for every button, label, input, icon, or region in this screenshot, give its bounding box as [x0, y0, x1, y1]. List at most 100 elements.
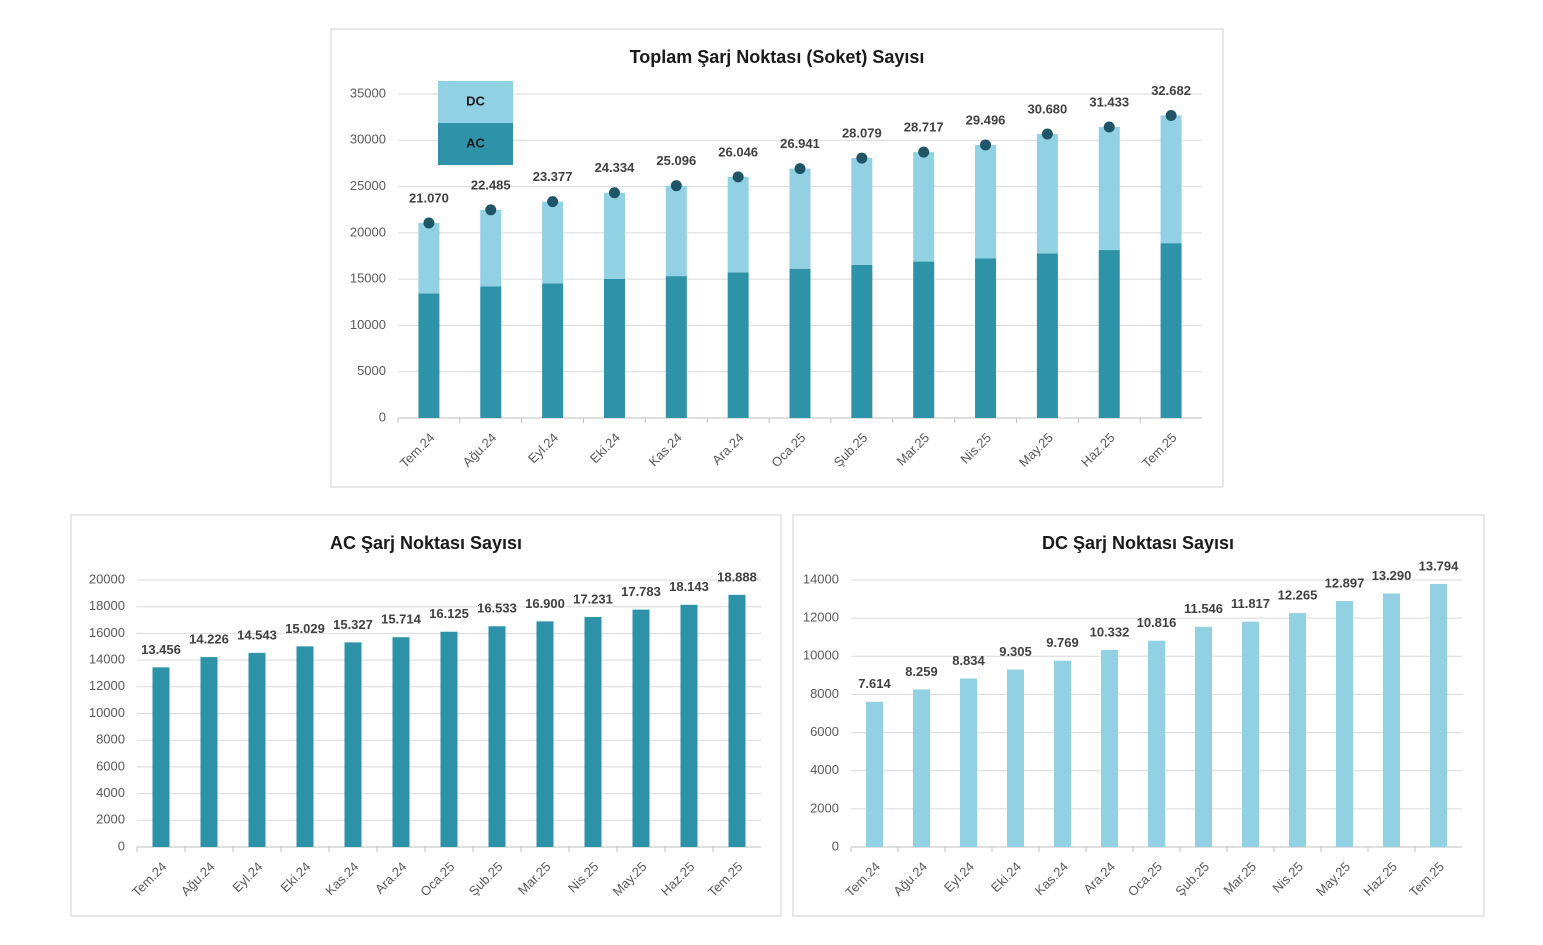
y-tick-label: 16000 [89, 625, 125, 640]
bar-segment [727, 272, 749, 418]
y-tick-label: 30000 [350, 132, 386, 147]
bar-segment [851, 158, 873, 265]
bar-segment [418, 293, 440, 418]
bar [1007, 669, 1024, 847]
data-label: 13.456 [141, 642, 181, 657]
data-label: 23.377 [533, 169, 573, 184]
data-label: 12.265 [1278, 588, 1318, 603]
data-label: 25.096 [656, 153, 696, 168]
y-tick-label: 25000 [350, 178, 386, 193]
bar-segment [1098, 127, 1120, 251]
bar [632, 609, 650, 847]
bar-segment [1036, 253, 1058, 418]
data-label: 16.900 [525, 596, 565, 611]
legend-swatch [438, 123, 513, 165]
bar [536, 621, 554, 847]
bar [1195, 626, 1212, 847]
data-label: 28.079 [842, 126, 882, 141]
data-label: 13.290 [1372, 568, 1412, 583]
bar-segment [665, 185, 687, 277]
y-tick-label: 14000 [803, 571, 839, 586]
bar [866, 701, 883, 847]
y-tick-label: 4000 [810, 762, 839, 777]
chart-frame [70, 514, 782, 917]
bar-segment [913, 152, 935, 262]
bar [913, 689, 930, 847]
total-marker [608, 187, 620, 199]
data-label: 12.897 [1325, 575, 1365, 590]
data-label: 26.941 [780, 136, 820, 151]
bar-segment [480, 286, 502, 418]
bar-segment [542, 201, 564, 284]
bar [152, 667, 170, 847]
y-tick-label: 0 [379, 409, 386, 424]
chart-title: DC Şarj Noktası Sayısı [1042, 533, 1234, 553]
data-label: 9.769 [1046, 635, 1079, 650]
bar [1430, 583, 1447, 847]
y-tick-label: 8000 [810, 686, 839, 701]
y-tick-label: 5000 [357, 363, 386, 378]
bar [1148, 640, 1165, 847]
data-label: 16.125 [429, 606, 469, 621]
data-label: 13.794 [1419, 558, 1460, 573]
y-tick-label: 14000 [89, 652, 125, 667]
bar [1383, 593, 1400, 847]
y-tick-label: 0 [832, 838, 839, 853]
y-tick-label: 4000 [96, 785, 125, 800]
data-label: 22.485 [471, 177, 511, 192]
legend-label: DC [466, 93, 485, 108]
total-marker [856, 152, 868, 164]
data-label: 14.226 [189, 632, 229, 647]
bar [296, 646, 314, 847]
bar [1101, 649, 1118, 847]
bar-segment [1160, 243, 1182, 418]
bar-segment [789, 268, 811, 418]
data-label: 32.682 [1151, 83, 1191, 98]
chart-frame [792, 514, 1485, 917]
bar [1054, 660, 1071, 847]
y-tick-label: 6000 [810, 724, 839, 739]
bar [1336, 601, 1353, 847]
y-tick-label: 15000 [350, 271, 386, 286]
bar [680, 604, 698, 847]
bar [1242, 621, 1259, 847]
data-label: 15.714 [381, 612, 422, 627]
y-tick-label: 18000 [89, 598, 125, 613]
bar [488, 626, 506, 847]
data-label: 15.029 [285, 621, 325, 636]
total-marker [918, 146, 930, 158]
bar [440, 631, 458, 847]
bar-segment [1160, 115, 1182, 244]
bar [960, 678, 977, 847]
y-tick-label: 10000 [89, 705, 125, 720]
chart-title: AC Şarj Noktası Sayısı [330, 533, 522, 553]
legend-label: AC [466, 135, 485, 150]
data-label: 17.783 [621, 584, 661, 599]
y-tick-label: 10000 [803, 648, 839, 663]
y-tick-label: 8000 [96, 732, 125, 747]
total-marker [1103, 121, 1115, 133]
total-marker [670, 180, 682, 192]
bar-segment [603, 278, 625, 418]
bar-segment [913, 261, 935, 418]
y-tick-label: 2000 [96, 812, 125, 827]
total-marker [423, 217, 435, 229]
total-marker [794, 163, 806, 175]
data-label: 10.332 [1090, 624, 1130, 639]
bar [584, 616, 602, 847]
bar [344, 642, 362, 847]
data-label: 15.327 [333, 617, 373, 632]
data-label: 29.496 [966, 112, 1006, 127]
bar-segment [975, 144, 997, 259]
bar-segment [418, 222, 440, 294]
bar-segment [975, 258, 997, 418]
data-label: 8.834 [952, 653, 985, 668]
data-label: 17.231 [573, 591, 613, 606]
data-label: 11.546 [1184, 601, 1223, 616]
data-label: 21.070 [409, 190, 449, 205]
bar [728, 594, 746, 847]
data-label: 18.888 [717, 569, 757, 584]
bar-segment [542, 283, 564, 418]
y-tick-label: 20000 [89, 571, 125, 586]
